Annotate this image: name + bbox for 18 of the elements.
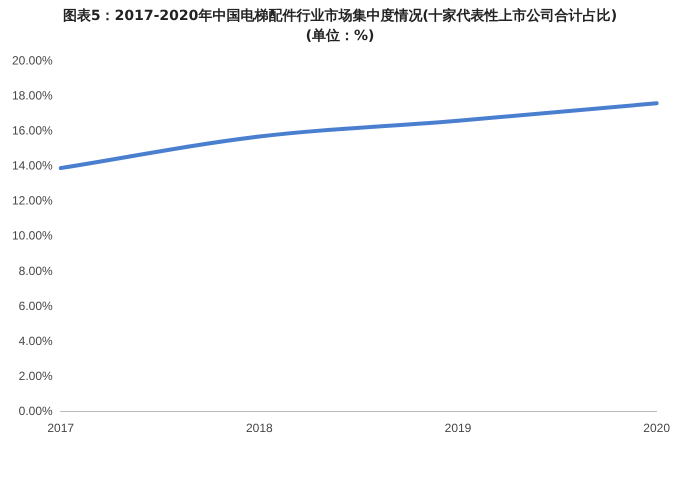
y-tick-label: 18.00% [12,88,54,103]
x-tick-label: 2017 [47,421,74,436]
y-tick-label: 16.00% [12,124,54,138]
y-tick-label: 0.00% [18,404,54,418]
y-tick-label: 12.00% [12,194,54,208]
y-tick-label: 6.00% [18,298,54,313]
y-tick-label: 10.00% [12,228,54,243]
x-tick-label: 2018 [246,421,274,436]
chart-title: 图表5：2017-2020年中国电梯配件行业市场集中度情况(十家代表性上市公司合计占比) [62,6,618,26]
y-tick-label: 14.00% [12,158,54,173]
y-tick-label: 8.00% [18,264,54,278]
y-tick-label: 2.00% [18,368,54,383]
line-series [58,101,659,170]
x-tick-label: 2020 [643,421,670,436]
chart-subtitle: (单位：%) [304,27,376,46]
y-tick-label: 4.00% [18,334,54,348]
x-tick-label: 2019 [444,421,472,436]
y-tick-label: 20.00% [12,54,54,68]
